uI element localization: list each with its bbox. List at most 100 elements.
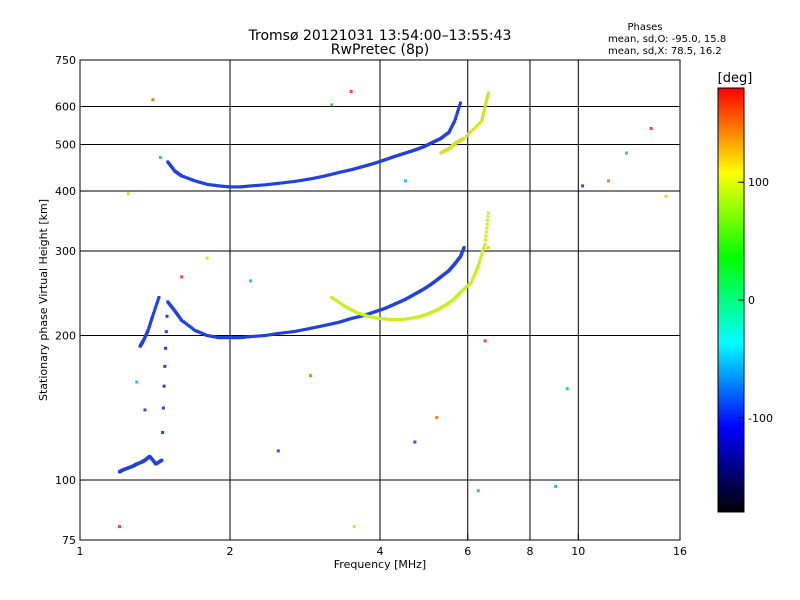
data-point	[333, 171, 337, 175]
data-point	[649, 126, 653, 130]
data-point	[295, 179, 299, 183]
data-point	[352, 167, 356, 171]
data-point	[161, 430, 165, 434]
data-point	[482, 110, 486, 114]
data-point	[289, 330, 293, 334]
data-point	[346, 317, 350, 321]
data-point	[336, 320, 340, 324]
data-point	[291, 330, 295, 334]
data-point	[186, 323, 190, 327]
data-point	[343, 318, 347, 322]
data-point	[270, 332, 274, 336]
data-point	[454, 114, 458, 118]
data-point	[474, 270, 478, 274]
data-point	[201, 181, 205, 185]
data-point	[261, 183, 265, 187]
x-tick-label: 6	[464, 545, 471, 558]
data-point	[481, 247, 485, 251]
stats-o-line: mean, sd,O: -95.0, 15.8	[608, 34, 726, 45]
data-point	[301, 328, 305, 332]
data-point	[180, 174, 184, 178]
data-point	[325, 323, 329, 327]
data-point	[258, 334, 262, 338]
data-point	[336, 300, 340, 304]
data-point	[484, 99, 488, 103]
data-point	[152, 309, 156, 313]
data-point	[183, 175, 187, 179]
y-axis-label: Stationary phase Virtual Height [km]	[37, 199, 50, 401]
data-point	[162, 384, 166, 388]
data-point	[338, 320, 342, 324]
data-point	[471, 276, 475, 280]
data-point	[155, 302, 159, 306]
data-point	[287, 330, 291, 334]
data-point	[198, 330, 202, 334]
data-point	[199, 181, 203, 185]
data-point	[482, 108, 486, 112]
data-point	[343, 304, 347, 308]
data-point	[307, 177, 311, 181]
data-point	[338, 301, 342, 305]
data-point	[470, 278, 474, 282]
data-point	[331, 297, 335, 301]
data-point	[196, 180, 200, 184]
data-point	[456, 110, 460, 114]
data-point	[476, 489, 480, 493]
data-point	[435, 415, 439, 419]
data-point	[484, 101, 488, 105]
data-point	[117, 525, 121, 529]
data-point	[344, 169, 348, 173]
data-point	[310, 326, 314, 330]
data-point	[480, 117, 484, 121]
data-point	[256, 334, 260, 338]
colorbar-label: [deg]	[718, 71, 753, 86]
y-tick-label: 75	[62, 534, 76, 547]
data-point	[278, 331, 282, 335]
data-point	[457, 105, 461, 109]
data-point	[268, 333, 272, 337]
data-point	[250, 334, 254, 338]
stats-x-line: mean, sd,X: 78.5, 16.2	[608, 46, 722, 57]
colorbar-tick-label: 0	[748, 294, 755, 307]
data-point	[276, 449, 280, 453]
data-point	[299, 178, 303, 182]
data-point	[188, 177, 192, 181]
data-point	[266, 182, 270, 186]
data-point	[348, 307, 352, 311]
data-point	[183, 321, 187, 325]
data-point	[275, 332, 279, 336]
data-point	[188, 325, 192, 329]
data-point	[354, 167, 358, 171]
data-point	[486, 211, 490, 215]
data-point	[354, 310, 358, 314]
data-point	[249, 335, 253, 339]
data-point	[149, 319, 153, 323]
data-point	[265, 333, 269, 337]
data-point	[321, 174, 325, 178]
data-point	[153, 307, 157, 311]
data-point	[278, 181, 282, 185]
data-point	[325, 174, 329, 178]
data-point	[151, 314, 155, 318]
data-point	[190, 326, 194, 330]
data-point	[328, 173, 332, 177]
x-tick-label: 1	[77, 545, 84, 558]
data-point	[480, 253, 484, 257]
data-points	[117, 89, 668, 529]
data-point	[344, 305, 348, 309]
data-point	[553, 484, 557, 488]
data-point	[194, 179, 198, 183]
data-point	[467, 132, 471, 136]
data-point	[310, 177, 314, 181]
data-point	[181, 320, 185, 324]
data-point	[314, 176, 318, 180]
data-point	[126, 192, 130, 196]
data-point	[330, 322, 334, 326]
data-point	[276, 331, 280, 335]
data-point	[157, 296, 161, 300]
data-point	[485, 98, 489, 102]
data-point	[475, 123, 479, 127]
data-point	[281, 181, 285, 185]
data-point	[464, 134, 468, 138]
data-point	[305, 178, 309, 182]
